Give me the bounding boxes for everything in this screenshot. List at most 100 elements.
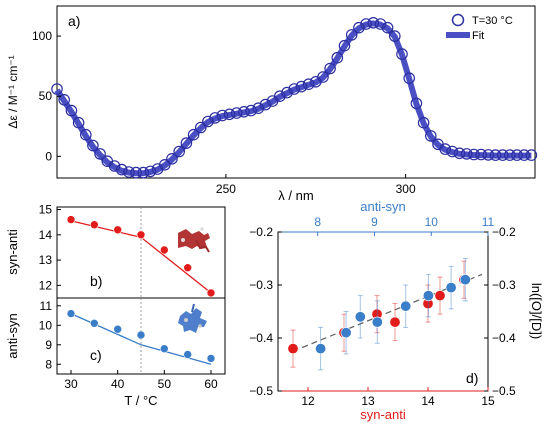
data-point [410,97,423,110]
data-point [496,149,509,161]
data-point [403,72,415,84]
data-point [80,128,92,141]
y-tick-label-right: −0.4 [492,331,516,345]
top-tick-label: 9 [371,215,378,229]
data-point [245,104,257,117]
y-tick-label: 100 [32,29,52,43]
panel-d-right-y-ticks: −0.5 −0.4 −0.3 −0.2 [484,225,516,398]
data-point [424,130,437,142]
legend-label-fit: Fit [472,30,484,42]
panel-d-x-axis-label: syn-anti [360,407,406,422]
fit-curve [54,20,532,177]
panel-c-y-ticks: 8 9 10 11 [39,299,61,371]
data-point [115,163,128,176]
data-point [259,98,272,111]
data-point [340,327,352,339]
legend-marker-fit [446,32,470,38]
data-point [180,137,193,149]
y-tick-label: 14 [39,228,53,242]
data-point [459,274,471,286]
data-point [166,153,178,165]
panel-c-y-axis-label: anti-syn [5,313,20,359]
data-point [360,18,372,30]
y-tick-label: −0.2 [249,225,273,239]
x-tick-label: 13 [361,394,375,408]
x-tick-label: 300 [396,182,416,196]
data-point [123,166,135,178]
y-tick-label: 12 [39,278,53,292]
data-point [65,104,78,117]
data-point [381,21,394,34]
y-tick-label: 10 [39,318,53,332]
data-point [113,324,122,334]
data-point [137,166,150,179]
panel-a-y-axis-label: Δε / M⁻¹ cm⁻¹ [6,55,20,128]
panel-b-y-ticks: 12 13 14 15 [39,203,61,292]
data-point [223,108,236,121]
data-point [144,165,157,178]
data-point [281,86,293,99]
y-tick-label: −0.5 [249,384,273,398]
panel-b-y-axis-label: syn-anti [5,229,20,275]
y-tick-label: 11 [40,299,53,313]
data-point [108,160,121,172]
panel-d-label: d) [466,370,478,386]
x-tick-label: 250 [216,182,236,196]
panel-d-syn-anti-series [287,260,470,368]
panel-a-x-ticks: 250 300 [216,174,416,196]
y-tick-label: 50 [39,89,53,103]
data-point [338,39,351,52]
data-point [159,159,171,171]
data-point [94,148,106,160]
x-tick-label: 14 [421,394,435,408]
data-point [183,350,192,359]
x-tick-label: 60 [204,377,218,391]
data-point [445,282,457,294]
data-point [388,30,401,42]
data-point [374,18,387,30]
panel-d-bottom-ticks: 12 13 14 15 [301,387,495,408]
panel-a-y-ticks: 0 50 100 [32,29,61,163]
data-point [66,215,76,224]
data-point [209,112,221,124]
data-point [422,290,434,302]
data-point [396,48,408,60]
data-point [173,145,185,158]
panel-a-data-series [51,16,538,179]
data-point [453,147,466,160]
data-point [273,90,286,102]
data-point [136,330,146,340]
data-point [58,94,70,106]
data-point [90,220,99,229]
data-point [317,71,329,83]
y-tick-label: 9 [45,338,52,352]
y-tick-label: 8 [45,357,52,371]
data-point [113,225,122,235]
data-point [206,288,216,298]
data-point [400,300,412,312]
panel-a: a) 250 300 0 50 100 λ / nm Δε / M⁻¹ cm⁻¹ T=… [6,5,538,203]
data-point [230,107,243,119]
data-point [468,148,480,161]
y-tick-label: 15 [39,203,53,217]
panel-c: 30 40 50 60 8 9 10 11 c) T / °C anti-syn [5,297,226,408]
data-point [136,230,146,240]
data-point [287,343,299,355]
data-point [518,149,530,161]
data-point [252,102,265,114]
panel-d-top-ticks: 8 9 10 11 [314,215,495,236]
syn-anti-molecule-icon [178,227,210,253]
data-point [160,245,169,255]
data-point [238,106,250,118]
panel-d-y-axis-label: ln([O]/[D]) [529,283,544,339]
data-point [216,109,229,122]
panel-a-label: a) [68,13,80,29]
data-point [371,316,383,328]
data-point [72,116,85,129]
data-point [354,311,366,323]
y-tick-label-right: −0.5 [492,384,516,398]
panel-d-frame [277,231,489,392]
panel-c-x-axis-label: T / °C [124,393,157,408]
legend-label-data: T=30 °C [472,15,513,27]
